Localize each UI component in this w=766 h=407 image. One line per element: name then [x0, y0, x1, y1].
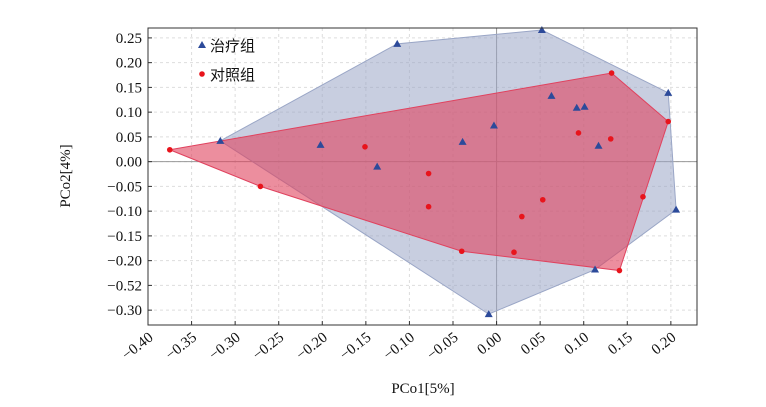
point	[425, 170, 432, 177]
plot-frame	[147, 27, 698, 326]
y-tick-label: −0.30	[107, 303, 142, 319]
point	[575, 130, 582, 136]
point	[373, 162, 382, 170]
point	[489, 121, 498, 129]
x-tick-label: −0.20	[294, 330, 331, 364]
point	[537, 25, 546, 33]
point	[664, 88, 673, 96]
point	[458, 248, 465, 255]
y-tick-label: −0.10	[107, 204, 142, 220]
x-tick-label: −0.25	[250, 330, 287, 364]
legend-marker	[199, 71, 205, 77]
point	[484, 310, 493, 318]
x-tick-label: −0.10	[381, 330, 418, 364]
legend-marker	[198, 41, 206, 48]
y-tick-label: −0.05	[107, 179, 142, 195]
point	[425, 203, 432, 210]
point	[511, 249, 517, 256]
x-tick-label: 0.15	[605, 330, 636, 359]
x-tick-label: −0.30	[206, 330, 243, 364]
point	[362, 144, 368, 150]
y-tick-label: 0.20	[116, 56, 142, 72]
point	[608, 70, 615, 76]
point	[519, 213, 525, 220]
y-tick-label: 0.05	[116, 130, 142, 146]
x-tick-label: 0.00	[474, 330, 505, 359]
x-tick-label: 0.05	[518, 330, 549, 359]
x-tick-label: 0.10	[562, 330, 593, 359]
point	[547, 91, 556, 99]
point	[594, 141, 603, 149]
point	[572, 103, 581, 111]
x-tick-label: −0.40	[119, 330, 156, 364]
point	[607, 136, 614, 142]
x-tick-label: −0.05	[424, 330, 461, 364]
point	[257, 183, 264, 190]
x-axis-label: PCo1[5%]	[391, 381, 454, 397]
y-tick-label: −0.15	[107, 229, 142, 245]
point	[672, 205, 681, 213]
point	[665, 118, 672, 125]
x-tick-label: −0.35	[163, 330, 200, 364]
y-tick-label: 0.10	[116, 105, 142, 121]
x-tick-label: −0.15	[337, 330, 374, 364]
legend-label: 对照组	[210, 67, 255, 84]
legend-label: 治疗组	[210, 38, 255, 55]
y-tick-label: −0.20	[107, 254, 142, 270]
point	[580, 102, 589, 110]
point	[166, 146, 173, 153]
point	[393, 39, 402, 47]
point	[316, 140, 325, 148]
point	[458, 137, 467, 145]
y-axis-label: PCo2[4%]	[58, 144, 74, 207]
point	[216, 136, 225, 144]
y-tick-label: 0.25	[116, 31, 142, 47]
point	[616, 267, 623, 274]
y-tick-label: −0.52	[107, 278, 142, 294]
y-tick-label: 0.00	[116, 155, 142, 171]
point	[591, 265, 600, 273]
x-tick-label: 0.20	[649, 330, 680, 359]
point	[640, 193, 646, 200]
point	[539, 196, 546, 203]
y-tick-label: 0.15	[116, 80, 142, 96]
